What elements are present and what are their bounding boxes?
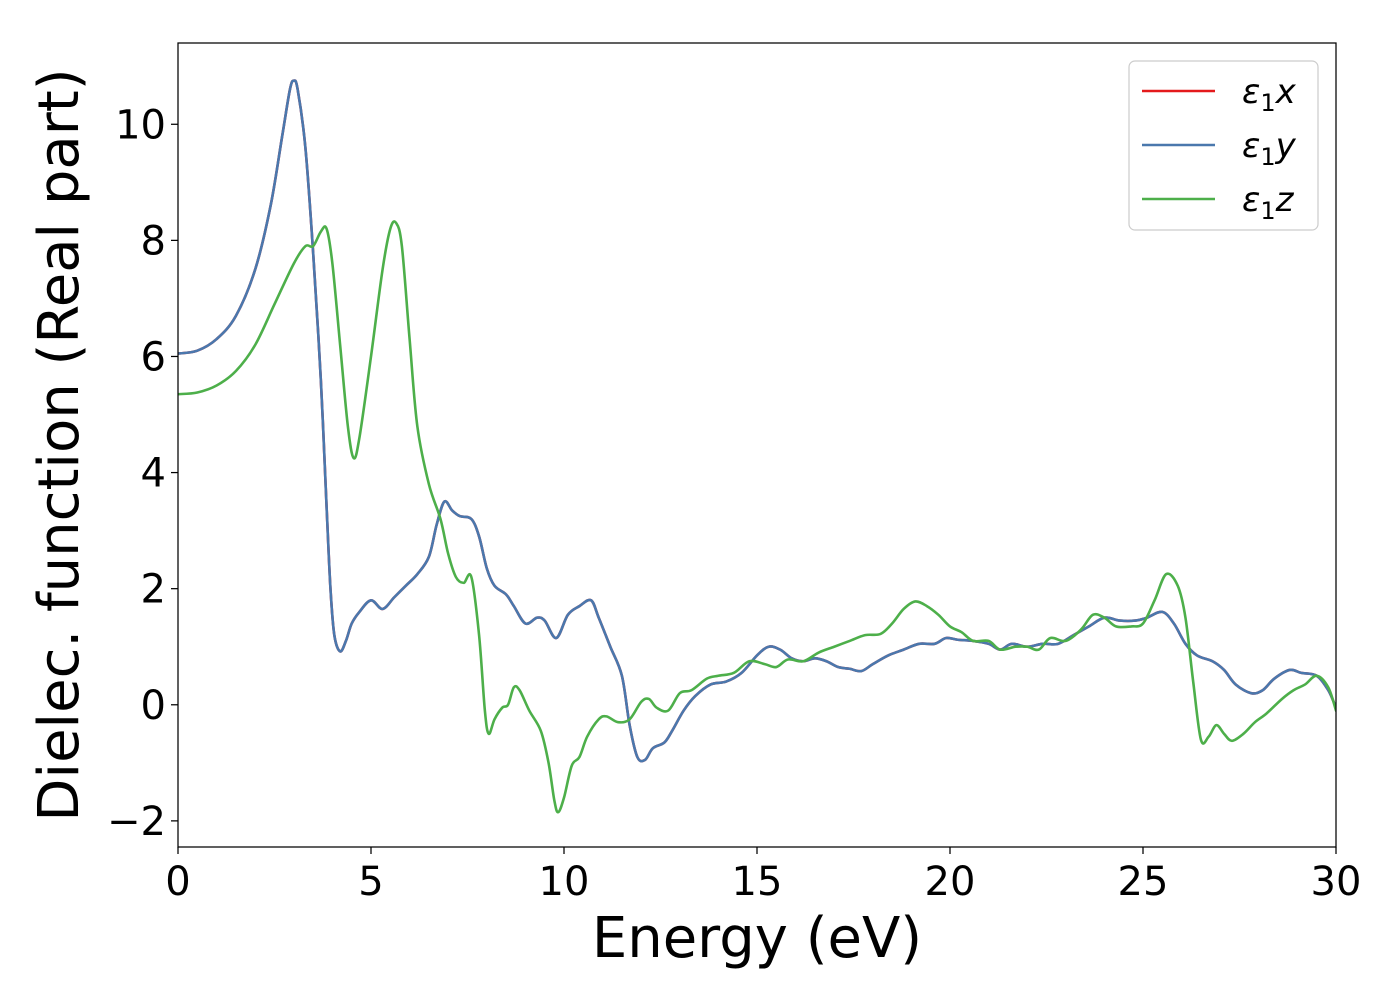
y-tick-label: 10 — [115, 102, 166, 148]
y-tick-label: 8 — [141, 218, 166, 264]
x-tick-label: 20 — [925, 859, 976, 905]
series-line-z — [178, 220, 1336, 814]
legend-label-y: ε1y — [1242, 126, 1297, 171]
x-tick-label: 25 — [1118, 859, 1169, 905]
y-tick-label: 6 — [141, 334, 166, 380]
x-tick-label: 0 — [165, 859, 190, 905]
y-tick-label: 2 — [141, 567, 166, 613]
x-tick-label: 5 — [358, 859, 383, 905]
y-tick-label: −2 — [107, 799, 166, 845]
x-axis-label: Energy (eV) — [592, 906, 922, 971]
x-axis-ticks: 0 5 10 15 20 25 30 — [165, 847, 1361, 905]
legend-label-z: ε1z — [1242, 180, 1295, 225]
legend-box — [1128, 60, 1319, 231]
y-axis-label: Dielec. function (Real part) — [27, 68, 92, 821]
y-tick-label: 4 — [141, 451, 166, 497]
series-line-y — [178, 79, 1336, 763]
x-tick-label: 30 — [1311, 859, 1362, 905]
legend: ε1x ε1y ε1z — [1128, 60, 1319, 231]
y-axis-ticks: −2 0 2 4 6 8 10 — [107, 102, 178, 845]
x-tick-label: 15 — [732, 859, 783, 905]
legend-label-x: ε1x — [1242, 72, 1297, 117]
y-tick-label: 0 — [141, 683, 166, 729]
x-tick-label: 10 — [539, 859, 590, 905]
series-layer — [178, 79, 1336, 814]
